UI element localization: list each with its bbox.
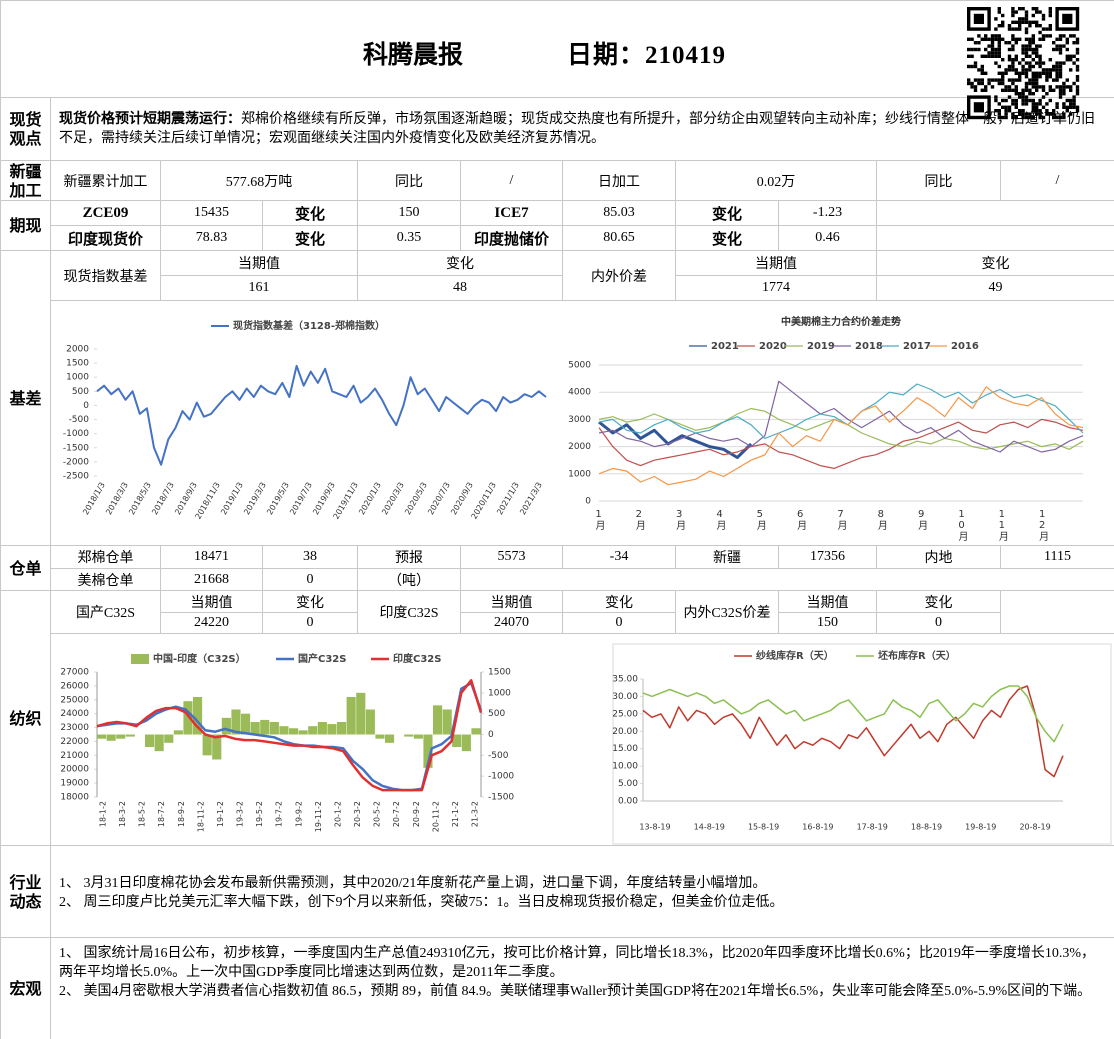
table-cell: 新疆累计加工 — [51, 161, 161, 201]
table-cell: -34 — [563, 546, 676, 569]
industry-item: 2、 周三印度卢比兑美元汇率大幅下跌，创下9个月以来新低，突破75：1。当日皮棉… — [59, 895, 784, 910]
table-cell: 郑棉仓单 — [51, 546, 161, 569]
table-cell: 49 — [877, 276, 1114, 301]
header: 科腾晨报 日期：210419 — [1, 1, 1114, 98]
table-cell: 5573 — [461, 546, 563, 569]
table-cell: 0 — [263, 613, 358, 634]
table-cell: 161 — [161, 276, 358, 301]
table-cell: 印度现货价 — [51, 226, 161, 251]
table-cell: -1.23 — [779, 201, 877, 226]
table-cell: 85.03 — [563, 201, 676, 226]
table-cell: 印度抛储价 — [461, 226, 563, 251]
table-cell: 预报 — [358, 546, 461, 569]
table-cell: 变化 — [358, 251, 563, 276]
table-cell: / — [461, 161, 563, 201]
empty-cell — [877, 226, 1114, 251]
table-cell: 变化 — [676, 226, 779, 251]
table-cell: 21668 — [161, 569, 263, 591]
table-cell: ZCE09 — [51, 201, 161, 226]
section-label: 行业动态 — [1, 846, 51, 938]
table-cell: 新疆 — [676, 546, 779, 569]
table-cell: 同比 — [877, 161, 1001, 201]
macro-item: 1、 国家统计局16日公布，初步核算，一季度国内生产总值249310亿元，按可比… — [59, 946, 1095, 980]
macro-section: 1、 国家统计局16日公布，初步核算，一季度国内生产总值249310亿元，按可比… — [51, 938, 1114, 1039]
section-label: 现货观点 — [1, 98, 51, 161]
table-cell: 国产C32S — [51, 591, 161, 634]
chart-area — [51, 634, 1114, 846]
chart-area — [51, 301, 1114, 546]
table-cell: 0.46 — [779, 226, 877, 251]
table-cell: 150 — [358, 201, 461, 226]
section-label: 基差 — [1, 251, 51, 546]
table-cell: 当期值 — [779, 591, 877, 613]
table-cell: 同比 — [358, 161, 461, 201]
table-cell: （吨） — [358, 569, 461, 591]
section-label: 仓单 — [1, 546, 51, 591]
table-cell: 日加工 — [563, 161, 676, 201]
section-label: 新疆加工 — [1, 161, 51, 201]
empty-cell — [877, 201, 1114, 226]
table-cell: 24070 — [461, 613, 563, 634]
spot-heading: 现货价格预计短期震荡运行： — [59, 112, 241, 127]
table-cell: 变化 — [676, 201, 779, 226]
industry-section: 1、 3月31日印度棉花协会发布最新供需预测，其中2020/21年度新花产量上调… — [51, 846, 1114, 938]
table-cell: 变化 — [263, 226, 358, 251]
table-cell: 变化 — [263, 201, 358, 226]
table-cell: ICE7 — [461, 201, 563, 226]
table-cell: 变化 — [563, 591, 676, 613]
table-cell: 内外价差 — [563, 251, 676, 301]
table-cell: 当期值 — [161, 591, 263, 613]
table-cell: 1774 — [676, 276, 877, 301]
table-cell: 当期值 — [461, 591, 563, 613]
report-date: 日期：210419 — [567, 42, 727, 69]
table-cell: 0 — [263, 569, 358, 591]
table-cell: 内地 — [877, 546, 1001, 569]
table-cell: 18471 — [161, 546, 263, 569]
table-cell: 150 — [779, 613, 877, 634]
report-title: 科腾晨报 — [363, 40, 464, 69]
spot-view: 现货价格预计短期震荡运行：郑棉价格继续有所反弹，市场氛围逐渐趋暖；现货成交热度也… — [51, 98, 1114, 161]
table-cell: 当期值 — [676, 251, 877, 276]
table-cell: 内外C32S价差 — [676, 591, 779, 634]
spot-text: 郑棉价格继续有所反弹，市场氛围逐渐趋暖；现货成交热度也有所提升，部分纺企由观望转… — [59, 112, 1095, 146]
table-cell: 48 — [358, 276, 563, 301]
table-cell: 变化 — [877, 251, 1114, 276]
section-label: 纺织 — [1, 591, 51, 846]
table-cell: 现货指数基差 — [51, 251, 161, 301]
table-cell: 0 — [877, 613, 1001, 634]
table-cell: 24220 — [161, 613, 263, 634]
table-cell: 0.35 — [358, 226, 461, 251]
table-cell: 0 — [563, 613, 676, 634]
table-cell: 38 — [263, 546, 358, 569]
table-cell: 577.68万吨 — [161, 161, 358, 201]
empty-cell — [461, 569, 1114, 591]
table-cell: 78.83 — [161, 226, 263, 251]
empty-cell — [1001, 591, 1114, 634]
table-cell: 当期值 — [161, 251, 358, 276]
table-cell: 15435 — [161, 201, 263, 226]
section-label: 期现 — [1, 201, 51, 251]
industry-item: 1、 3月31日印度棉花协会发布最新供需预测，其中2020/21年度新花产量上调… — [59, 876, 767, 891]
table-cell: 17356 — [779, 546, 877, 569]
table-cell: / — [1001, 161, 1114, 201]
table-cell: 0.02万 — [676, 161, 877, 201]
table-cell: 变化 — [263, 591, 358, 613]
table-cell: 1115 — [1001, 546, 1114, 569]
table-cell: 变化 — [877, 591, 1001, 613]
section-label: 宏观 — [1, 938, 51, 1039]
macro-item: 2、 美国4月密歇根大学消费者信心指数初值 86.5，预期 89，前值 84.9… — [59, 984, 1092, 999]
table-cell: 80.65 — [563, 226, 676, 251]
table-cell: 印度C32S — [358, 591, 461, 634]
table-cell: 美棉仓单 — [51, 569, 161, 591]
